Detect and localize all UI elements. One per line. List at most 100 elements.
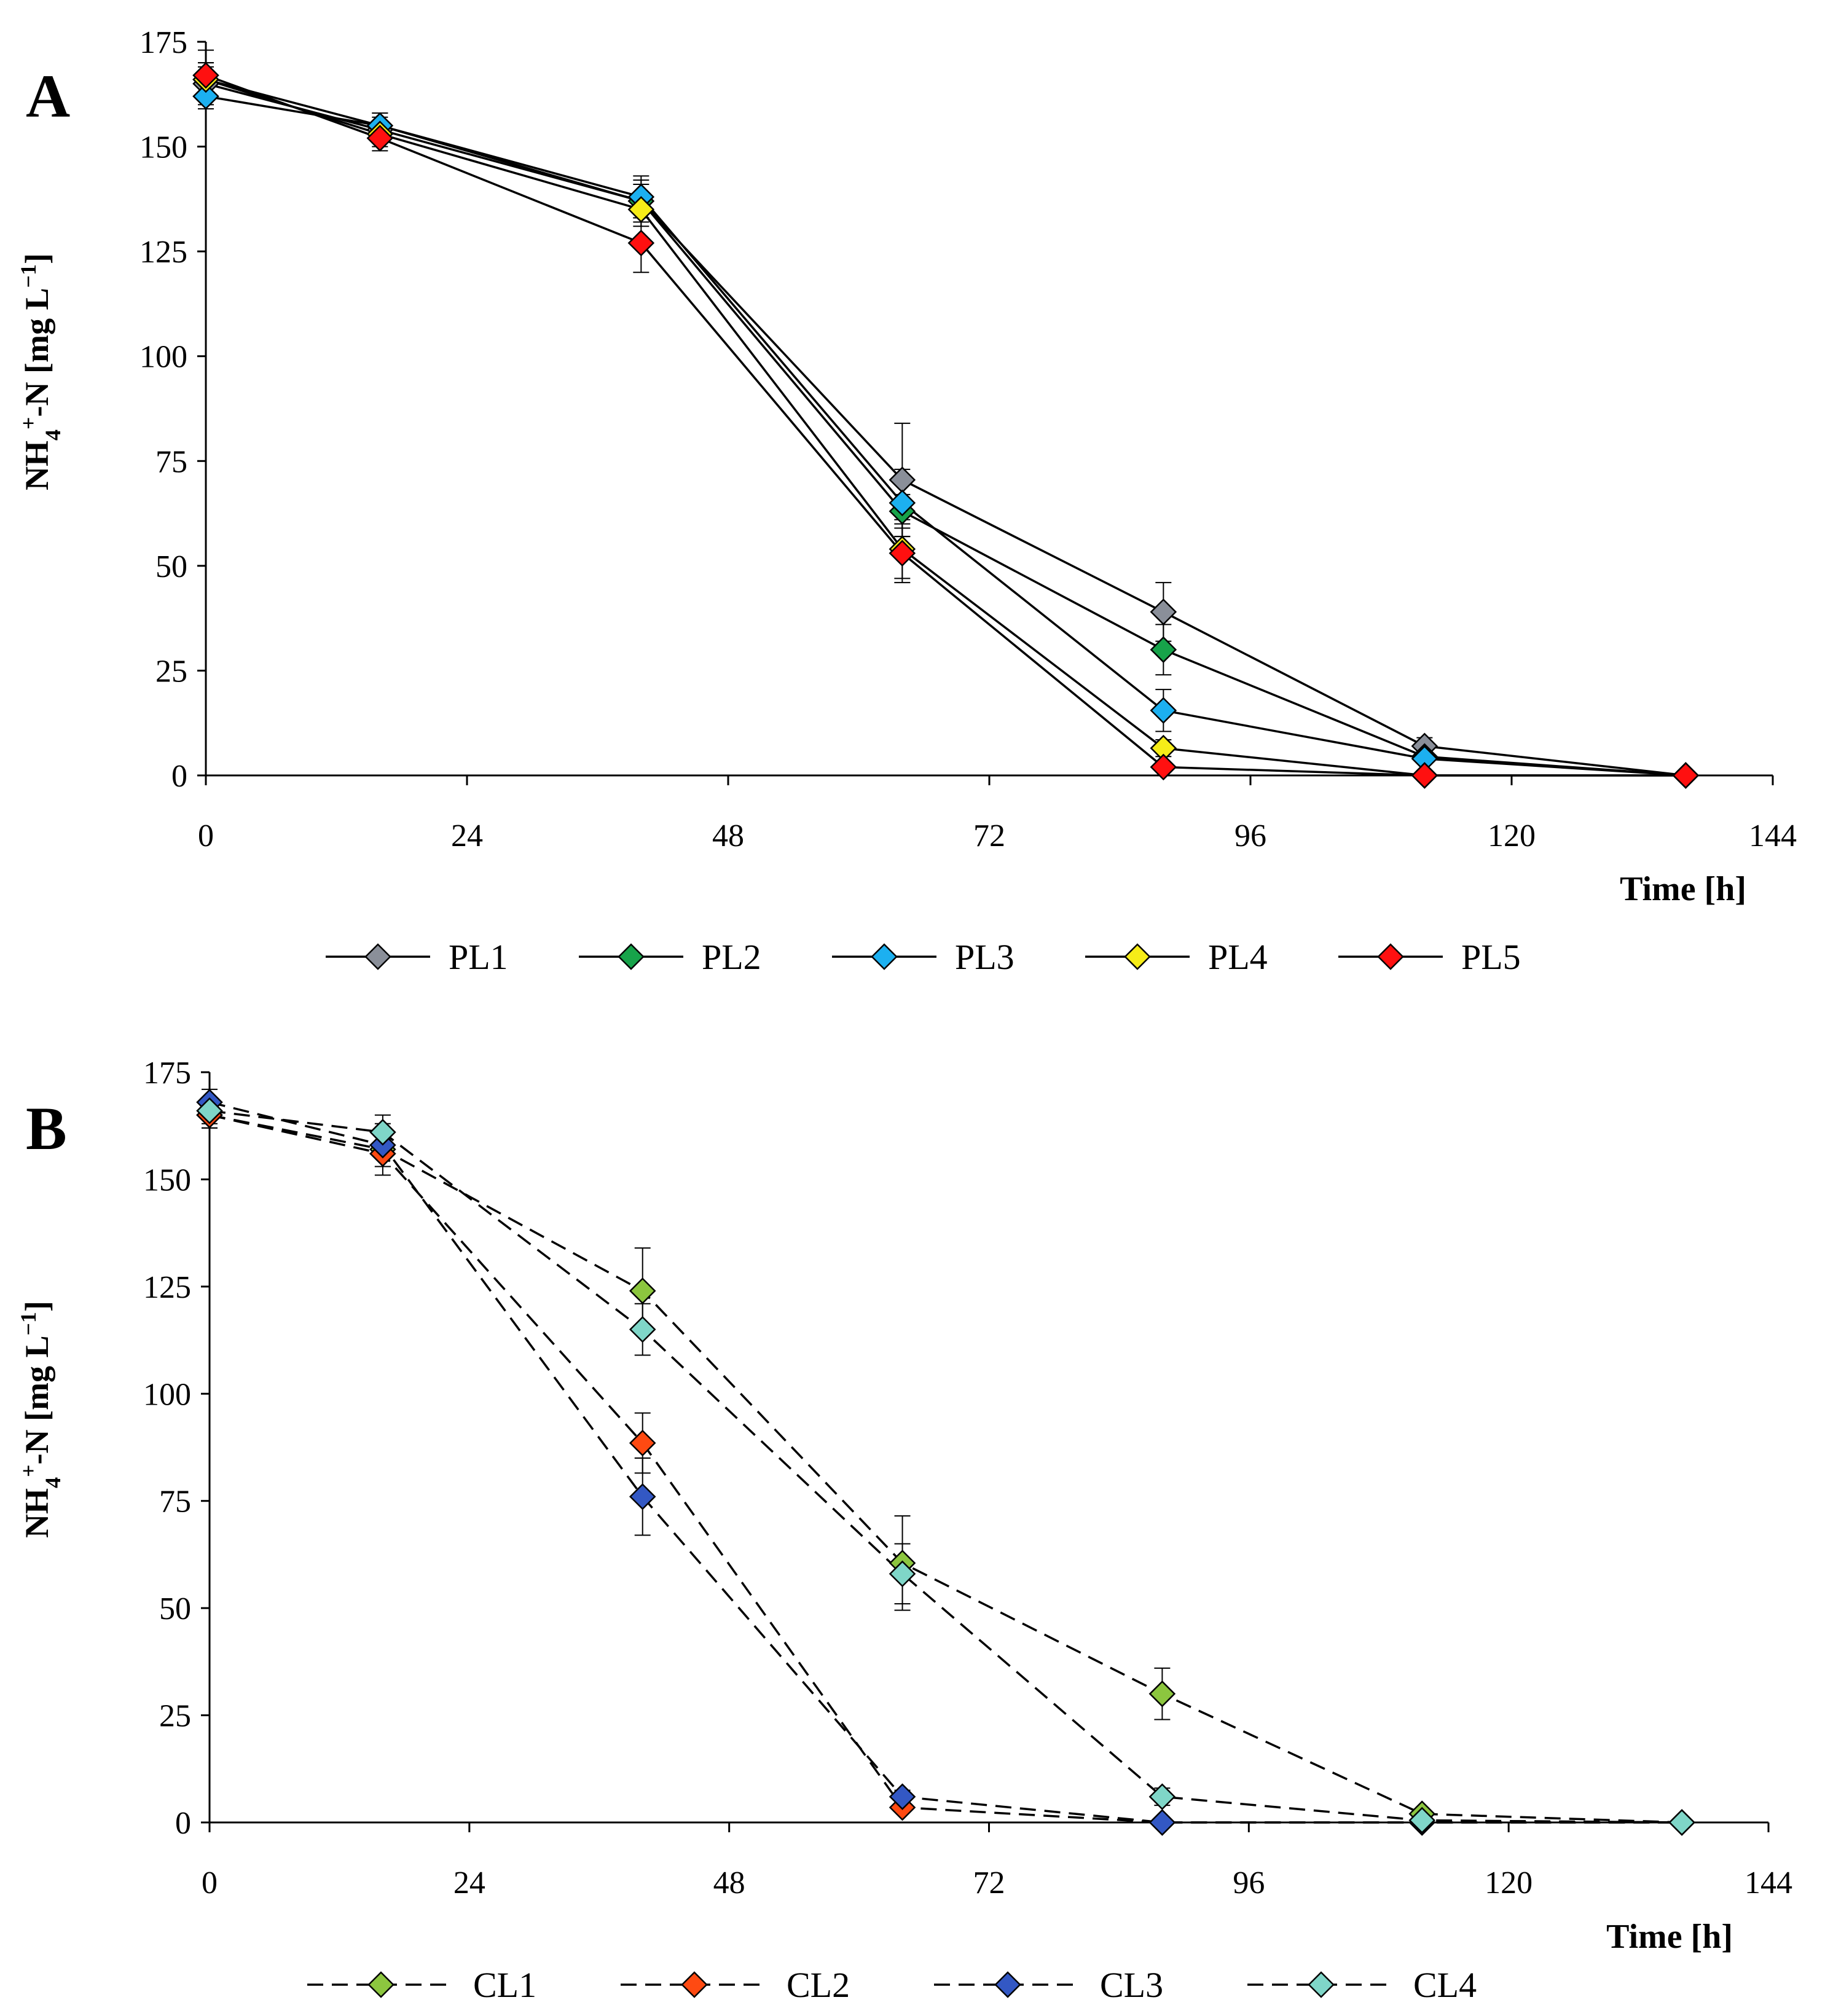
panel-a-x-tick-label: 96 (1234, 818, 1266, 853)
panel-a-x-tick-label: 24 (451, 818, 483, 853)
panel-a-x-ticks: 0 24 48 72 96 120 144 (198, 774, 1797, 853)
panel-b-legend-label: CL1 (473, 1965, 536, 2005)
panel-a-point-pl5 (1672, 762, 1700, 789)
panel-b-point-cl4 (629, 1316, 656, 1343)
panel-b-legend-marker (994, 1971, 1021, 1998)
panel-a-legend-marker (618, 943, 645, 970)
panel-a-series-line-pl1 (205, 82, 1686, 777)
panel-a-y-tick-label: 50 (155, 549, 187, 584)
panel-a-point-pl5 (889, 539, 916, 567)
panel-b-y-axis-label: NH4+-N [mg L−1] (16, 1301, 65, 1538)
panel-b-legend-label: CL2 (787, 1965, 850, 2005)
panel-b-legend-label: CL4 (1413, 1965, 1477, 2005)
panel-a-legend-item-pl5: PL5 (1338, 937, 1521, 977)
panel-b-x-tick-label: 24 (453, 1865, 485, 1900)
panel-b-series-line-cl3 (209, 1101, 1682, 1824)
panel-a-point-pl5 (366, 125, 394, 152)
panel-a-legend-item-pl4: PL4 (1085, 937, 1268, 977)
panel-b-legend-item-cl3: CL3 (934, 1965, 1163, 2005)
panel-a-y-tick-label: 0 (171, 759, 187, 794)
panel-a-point-pl5 (627, 229, 655, 257)
panel-a-legend-item-pl3: PL3 (832, 937, 1015, 977)
panel-b-series-line-cl2 (209, 1114, 1682, 1824)
panel-b-y-tick-label: 100 (143, 1377, 191, 1412)
panel-a-legend-item-pl1: PL1 (326, 937, 508, 977)
panel-a-point-pl4 (627, 196, 655, 223)
panel-b-legend-item-cl1: CL1 (307, 1965, 536, 2005)
panel-a-legend-marker (871, 943, 898, 970)
panel-b-point-cl3 (889, 1783, 916, 1810)
panel-a-point-pl3 (1150, 697, 1177, 724)
panel-b-ylabel-close: ] (18, 1301, 55, 1312)
panel-b-ylabel-sub: 4 (41, 1477, 65, 1488)
panel-b-series (196, 1088, 1695, 1836)
panel-b-ylabel-sup: + (16, 1464, 41, 1477)
panel-b-x-ticks: 0 24 48 72 96 120 144 (202, 1821, 1792, 1900)
panel-a-y-tick-label: 175 (139, 25, 187, 60)
panel-a-x-tick-label: 120 (1488, 818, 1536, 853)
panel-a-point-pl5 (192, 61, 219, 89)
panel-a-legend-item-pl2: PL2 (579, 937, 761, 977)
panel-b-y-tick-label: 75 (159, 1485, 191, 1520)
panel-a-series-line-pl2 (205, 78, 1686, 777)
panel-b-x-tick-label: 48 (713, 1865, 745, 1900)
panel-a-legend-marker (364, 943, 391, 970)
panel-b-y-tick-label: 50 (159, 1591, 191, 1626)
panel-a-point-pl3 (192, 82, 219, 110)
panel-a-ylabel-exp: −1 (16, 264, 41, 288)
panel-a-y-axis-label: NH4+-N [mg L−1] (16, 253, 65, 490)
panel-a-legend-label: PL1 (449, 937, 508, 977)
panel-b-y-tick-label: 0 (175, 1806, 191, 1841)
panel-a-point-pl2 (1150, 636, 1177, 664)
panel-a-x-axis-label: Time [h] (1620, 870, 1746, 908)
panel-a-legend-label: PL3 (955, 937, 1015, 977)
panel-b-ylabel-exp: −1 (16, 1312, 41, 1336)
panel-b-ylabel-rest: -N [mg L (18, 1336, 55, 1465)
panel-b-y-tick-label: 25 (159, 1699, 191, 1734)
panel-b-letter: B (26, 1094, 67, 1163)
panel-b-point-cl4 (196, 1097, 223, 1124)
panel-b-ylabel-base: NH (18, 1488, 55, 1538)
panel-a-y-tick-label: 125 (139, 235, 187, 270)
panel-a-ylabel-base: NH (18, 441, 55, 490)
panel-a-ylabel-sup: + (16, 417, 41, 429)
panel-b-point-cl3 (1148, 1809, 1176, 1836)
panel-a-legend-label: PL5 (1461, 937, 1521, 977)
panel-b-point-cl4 (1148, 1783, 1176, 1810)
panel-a: A 0 25 50 75 100 125 150 175 0 24 48 72 96 120 144 NH… (16, 25, 1797, 977)
panel-a-y-tick-label: 25 (155, 654, 187, 689)
panel-b-point-cl4 (1668, 1809, 1695, 1836)
panel-a-ylabel-sub: 4 (41, 429, 65, 441)
panel-b-point-cl4 (369, 1118, 396, 1146)
panel-b-x-axis-label: Time [h] (1606, 1918, 1733, 1956)
panel-b-x-tick-label: 0 (202, 1865, 218, 1900)
panel-b-legend-item-cl2: CL2 (621, 1965, 850, 2005)
panel-a-y-tick-label: 75 (155, 444, 187, 479)
panel-a-y-ticks: 0 25 50 75 100 125 150 175 (139, 25, 207, 794)
panel-a-point-pl1 (1150, 598, 1177, 626)
panel-a-y-tick-label: 100 (139, 340, 187, 375)
panel-a-point-pl3 (889, 489, 916, 517)
panel-b-x-tick-label: 144 (1745, 1865, 1792, 1900)
panel-b-legend-marker (367, 1971, 394, 1998)
panel-a-legend-label: PL2 (702, 937, 761, 977)
panel-a-point-pl5 (1411, 762, 1438, 789)
panel-b-series-line-cl1 (209, 1114, 1682, 1824)
panel-a-letter: A (26, 62, 70, 130)
panel-b-point-cl1 (1148, 1680, 1176, 1708)
panel-a-y-tick-label: 150 (139, 130, 187, 165)
panel-a-legend: PL1 PL2 PL3 PL4 PL5 (326, 937, 1521, 977)
panel-a-legend-marker (1377, 943, 1404, 970)
panel-b-series-line-cl4 (209, 1110, 1682, 1824)
panel-a-series-line-pl5 (205, 74, 1686, 777)
panel-b: B 0 25 50 75 100 125 150 175 0 24 48 72 96 120 144 NH… (16, 1056, 1792, 2005)
panel-b-point-cl3 (629, 1483, 656, 1510)
panel-a-ylabel-close: ] (18, 253, 55, 264)
panel-b-x-tick-label: 96 (1233, 1865, 1265, 1900)
panel-a-series-line-pl4 (205, 78, 1686, 777)
panel-b-point-cl4 (1408, 1806, 1435, 1834)
panel-a-x-tick-label: 48 (712, 818, 744, 853)
panel-b-legend-marker (681, 1971, 708, 1998)
panel-a-legend-marker (1124, 943, 1151, 970)
